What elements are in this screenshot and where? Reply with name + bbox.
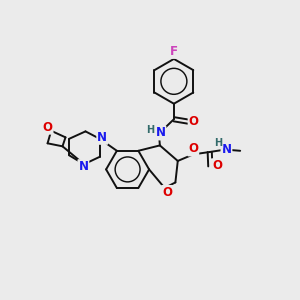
Text: H: H (146, 125, 155, 135)
Text: H: H (214, 138, 223, 148)
Text: N: N (97, 131, 107, 144)
Text: F: F (170, 45, 178, 58)
Text: N: N (78, 160, 88, 173)
Text: N: N (155, 127, 166, 140)
Text: O: O (189, 115, 199, 128)
Text: O: O (162, 186, 172, 199)
Text: O: O (43, 121, 52, 134)
Text: O: O (188, 142, 198, 155)
Text: O: O (212, 159, 222, 172)
Text: N: N (221, 143, 231, 156)
